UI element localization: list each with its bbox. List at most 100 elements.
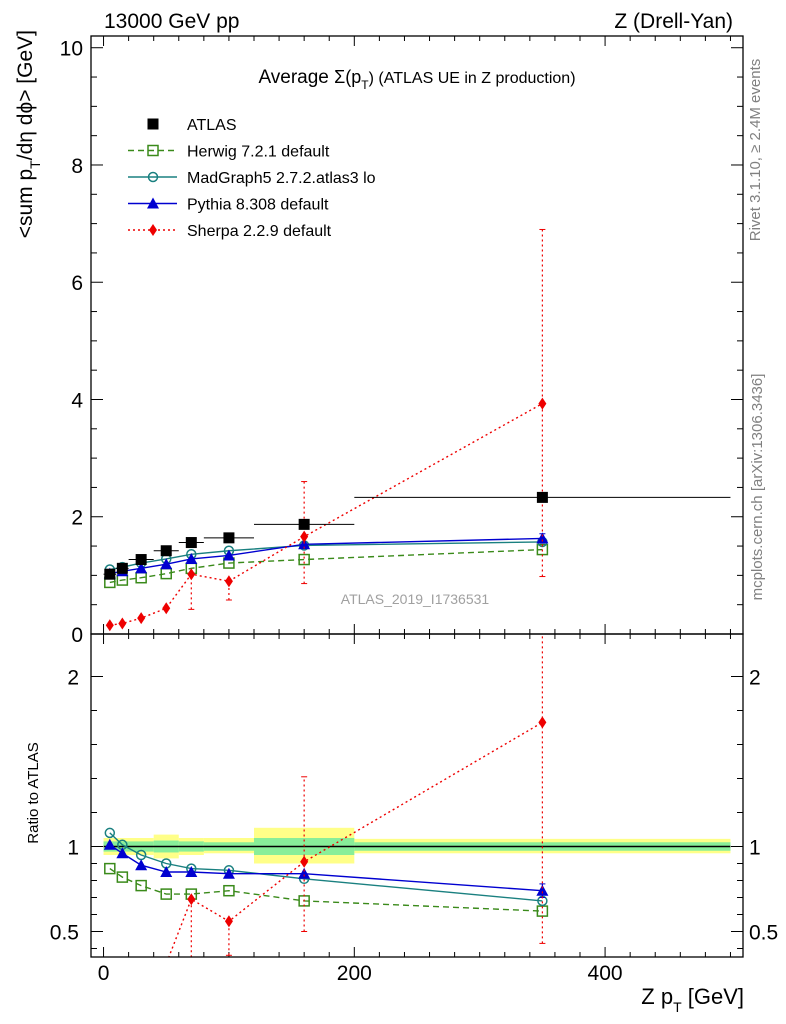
legend-item: MadGraph5 2.7.2.atlas3 lo bbox=[128, 170, 376, 187]
y-axis-label: <sum pT/dη dϕ> [GeV] bbox=[14, 30, 43, 238]
ratio-panel: 0.5 0.5 1 1 2 2 0 200 400 bbox=[50, 633, 778, 997]
series-point bbox=[135, 554, 147, 566]
ratio-y-tick-label-right: 2 bbox=[749, 667, 761, 690]
x-axis-label-sub: T bbox=[673, 999, 682, 1015]
series-point bbox=[104, 827, 116, 839]
uncertainty-bands bbox=[103, 827, 731, 864]
series-point bbox=[224, 575, 233, 588]
series-point bbox=[162, 958, 170, 970]
series-point bbox=[104, 862, 116, 875]
y-axis-label-sub: T bbox=[27, 160, 43, 169]
series-3 bbox=[106, 634, 547, 997]
series-point bbox=[116, 871, 129, 883]
series-point bbox=[222, 867, 235, 879]
series-point bbox=[185, 866, 198, 877]
ratio-y-tick-label: 0.5 bbox=[50, 922, 79, 945]
rivet-version-label: Rivet 3.1.10, ≥ 2.4M events bbox=[747, 59, 764, 242]
legend-marker bbox=[147, 118, 159, 130]
ratio-y-tick-label: 2 bbox=[67, 667, 79, 690]
series-point bbox=[160, 558, 173, 570]
series-point bbox=[298, 518, 310, 530]
legend-label: Pythia 8.308 default bbox=[187, 197, 329, 214]
legend-marker bbox=[147, 171, 159, 183]
series-point bbox=[298, 538, 311, 550]
legend-label: Sherpa 2.2.9 default bbox=[187, 223, 332, 240]
analysis-watermark: ATLAS_2019_I1736531 bbox=[341, 591, 490, 607]
series-2 bbox=[103, 838, 549, 898]
chart-title: Average Σ(pT) (ATLAS UE in Z production) bbox=[258, 67, 575, 92]
y-tick-label: 6 bbox=[71, 272, 83, 295]
legend-marker bbox=[149, 224, 157, 236]
y-tick-label: 8 bbox=[71, 155, 83, 178]
series-point bbox=[223, 532, 235, 544]
legend-marker bbox=[147, 197, 159, 209]
series-3 bbox=[105, 228, 547, 632]
series-point bbox=[118, 617, 127, 630]
chart-title-sub: T bbox=[361, 78, 369, 92]
x-tick-label: 200 bbox=[337, 962, 372, 985]
series-point bbox=[538, 716, 547, 729]
series-point bbox=[536, 491, 548, 503]
legend-marker bbox=[147, 144, 159, 157]
series-point bbox=[105, 619, 114, 632]
legend-item: Herwig 7.2.1 default bbox=[128, 144, 330, 161]
series-line bbox=[109, 548, 543, 584]
ratio-y-tick-label-right: 1 bbox=[749, 837, 761, 860]
series-point bbox=[536, 884, 549, 896]
y-tick-label: 0 bbox=[71, 624, 83, 647]
series-line bbox=[109, 541, 543, 571]
process-label: Z (Drell-Yan) bbox=[614, 10, 733, 33]
series-point bbox=[137, 975, 145, 987]
lower-frame bbox=[90, 633, 744, 958]
chart-title-sigma: Σ(p bbox=[334, 67, 361, 87]
series-point bbox=[116, 562, 128, 574]
chart-title-post: ) (ATLAS UE in Z production) bbox=[369, 70, 576, 87]
series-point bbox=[536, 532, 549, 544]
series-line bbox=[109, 832, 543, 902]
series-point bbox=[106, 985, 114, 997]
series-point bbox=[160, 888, 172, 900]
chart-title-pre: Average bbox=[258, 67, 334, 88]
x-tick-label: 400 bbox=[588, 962, 623, 985]
series-point bbox=[135, 562, 148, 574]
y-axis-label-post: /dη dϕ> [GeV] bbox=[14, 30, 37, 160]
series-point bbox=[300, 530, 309, 543]
series-point bbox=[118, 983, 126, 995]
series-point bbox=[298, 867, 311, 879]
series-point bbox=[222, 549, 235, 561]
series-point bbox=[298, 553, 310, 566]
series-point bbox=[538, 397, 547, 410]
y-tick-label: 4 bbox=[71, 389, 83, 412]
series-line bbox=[109, 537, 543, 575]
series-line bbox=[109, 868, 543, 912]
series-line bbox=[168, 721, 543, 957]
legend-item: Pythia 8.308 default bbox=[128, 197, 329, 214]
legend-item: Sherpa 2.2.9 default bbox=[128, 223, 332, 240]
upper-panel: 0 2 4 6 8 10 bbox=[60, 35, 744, 647]
series-4 bbox=[103, 491, 731, 580]
series-point bbox=[104, 568, 116, 580]
legend-item: ATLAS bbox=[147, 117, 237, 134]
series-point bbox=[300, 855, 309, 868]
series-point bbox=[185, 537, 197, 549]
y-axis-label-pre: <sum p bbox=[14, 169, 37, 238]
ratio-y-axis-label: Ratio to ATLAS bbox=[25, 742, 42, 843]
ratio-y-tick-label: 1 bbox=[67, 837, 79, 860]
series-point bbox=[185, 552, 198, 564]
series-point bbox=[160, 545, 172, 557]
series-point bbox=[135, 859, 148, 871]
legend-label: MadGraph5 2.7.2.atlas3 lo bbox=[187, 170, 376, 187]
x-axis-label: Z pT [GeV] bbox=[641, 984, 744, 1015]
series-point bbox=[135, 879, 147, 892]
ratio-y-tick-label-right: 0.5 bbox=[749, 922, 778, 945]
legend-label: Herwig 7.2.1 default bbox=[187, 144, 330, 161]
series-point bbox=[187, 568, 196, 581]
x-axis-label-pre: Z p bbox=[641, 984, 673, 1009]
legend: ATLAS Herwig 7.2.1 default MadGraph5 2.7.2… bbox=[128, 117, 376, 240]
series-point bbox=[103, 838, 116, 850]
series-point bbox=[187, 893, 196, 906]
y-tick-label: 2 bbox=[71, 507, 83, 530]
legend-label: ATLAS bbox=[187, 117, 237, 134]
series-point bbox=[160, 866, 173, 877]
